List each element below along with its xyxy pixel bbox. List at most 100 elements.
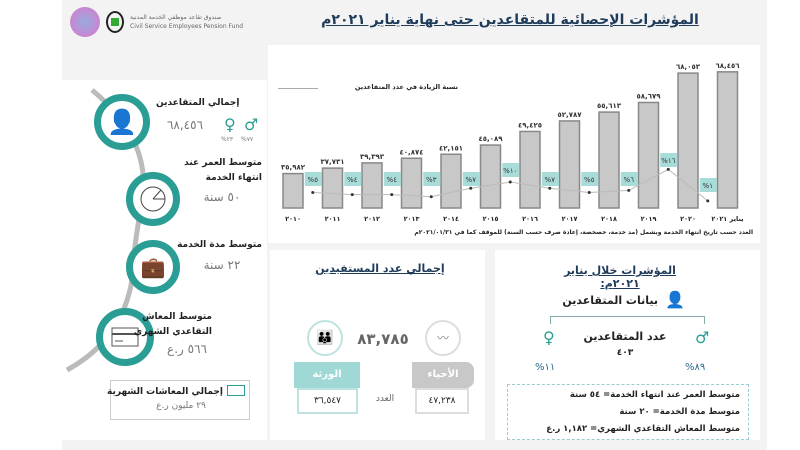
avg-service-value: ٢٢ سنة: [203, 258, 241, 272]
pct-label: %٤: [347, 176, 358, 184]
family-icon: 👪: [307, 320, 343, 356]
age-circle: [126, 172, 180, 226]
beneficiaries-total: ٨٣,٧٨٥: [357, 330, 409, 348]
logo: صندوق تقاعد موظفي الخدمة المدنية Civil Se…: [70, 4, 260, 40]
indicator-line: متوسط العمر عند انتهاء الخدمة= ٥٤ سنة: [569, 390, 740, 400]
count-label: العدد: [375, 394, 395, 404]
alive-label: الأحياء: [412, 362, 474, 388]
total-retirees-label: إجمالي المتقاعدين: [156, 98, 240, 108]
pct-label: %٧: [545, 176, 556, 184]
male-icon: ♂: [244, 115, 259, 134]
x-tick-label: ٢٠١٢: [364, 215, 380, 223]
heartbeat-icon: 〰: [425, 320, 461, 356]
count-label: عدد المتقاعدين: [583, 330, 667, 343]
legend-line-label: نسبة الزيادة في عدد المتقاعدين: [354, 83, 458, 91]
pct-label-bg: [581, 172, 599, 186]
retirees-chart-panel: ٣٥,٩٨٢ ٢٠١٠ ٣٧,٧٣١ ٢٠١١ ٣٩,٣٩٣ ٢٠١٢ ٤٠,٨٧٤ ٢٠١٣…: [268, 45, 760, 243]
bar-value-label: ٣٩,٣٩٣: [360, 153, 385, 161]
bar-value-label: ٤٠,٨٧٤: [399, 148, 423, 156]
retirees-bar-chart: ٣٥,٩٨٢ ٢٠١٠ ٣٧,٧٣١ ٢٠١١ ٣٩,٣٩٣ ٢٠١٢ ٤٠,٨٧٤ ٢٠١٣…: [281, 62, 744, 223]
indicator-line: متوسط المعاش التقاعدي الشهري= ١,١٨٢ ر.ع: [546, 424, 740, 434]
bar: [400, 157, 423, 209]
beneficiaries-panel: إجمالي عدد المستفيدين 👪 〰 ٨٣,٧٨٥ الورثة …: [270, 250, 485, 440]
alive-value: ٤٧,٢٣٨: [415, 388, 469, 414]
pct-label-bg: [699, 178, 717, 192]
pct-label: %١٦: [661, 157, 675, 165]
pct-label: %٥: [308, 176, 319, 184]
bar-value-label: ٦٨,٤٥٦: [715, 62, 740, 70]
avg-age-label-2: انتهاء الخدمة: [205, 173, 262, 183]
x-tick-label: ٢٠١٤: [443, 215, 459, 223]
logo-text-en: Civil Service Employees Pension Fund: [130, 23, 244, 30]
user-icon: 👤: [107, 108, 137, 136]
bar-value-label: ٥٨,٦٧٩: [636, 92, 661, 100]
x-tick-label: ٢٠٢٠: [680, 215, 696, 223]
line-point: [429, 195, 433, 199]
indicators-box: متوسط العمر عند انتهاء الخدمة= ٥٤ سنة مت…: [507, 384, 749, 440]
avg-pension-label: متوسط المعاش التقاعدي الشهري: [134, 310, 212, 340]
total-pensions-value: ٢٩ مليون ر.ع: [156, 401, 206, 411]
pct-label-bg: [462, 172, 480, 186]
briefcase-icon: 💼: [140, 255, 166, 279]
male-pct: %٧٧: [241, 136, 254, 143]
bar: [637, 101, 660, 209]
bar-value-label: ٦٨,٠٥٣: [676, 63, 701, 71]
bar-value-label: ٥٥,٦١٣: [597, 102, 622, 110]
line-point: [548, 186, 552, 190]
bracket: [550, 316, 705, 324]
line-point: [587, 191, 591, 194]
pct-label: %٤: [387, 176, 398, 184]
x-tick-label: ٢٠١٣: [404, 215, 420, 223]
bar: [282, 172, 304, 209]
heirs-label: الورثة: [294, 362, 360, 388]
bar: [519, 130, 541, 209]
pct-label-bg: [423, 172, 441, 186]
bar: [716, 71, 739, 209]
bar-value-label: ٥٢,٧٨٧: [557, 111, 582, 119]
bar: [558, 120, 581, 209]
total-pensions-label: إجمالي المعاشات الشهرية: [107, 387, 223, 397]
x-tick-label: ٢٠١٩: [641, 215, 657, 223]
line-point: [508, 180, 512, 184]
x-tick-label: ٢٠١٦: [522, 215, 538, 223]
bar: [598, 111, 620, 209]
legend-line-swatch: [278, 88, 318, 89]
bar-value-label: ٤٢,١٥١: [439, 144, 463, 152]
pct-label-bg: [344, 172, 362, 186]
x-tick-label: ٢٠١٥: [483, 215, 499, 223]
indicator-line: متوسط مدة الخدمة= ٢٠ سنة: [619, 407, 740, 417]
count-value: ٤٠٣: [616, 348, 634, 358]
user-icon: 👤: [665, 290, 685, 309]
x-tick-label: ٢٠١٠: [285, 215, 301, 223]
line-point: [627, 188, 631, 192]
bar-value-label: ٣٥,٩٨٢: [281, 164, 306, 172]
retirees-data-label: بيانات المتقاعدين: [562, 294, 658, 307]
pct-label-bg: [383, 172, 401, 186]
avg-service-label: متوسط مدة الخدمة: [177, 240, 262, 250]
female-icon: ♀: [543, 328, 555, 347]
avg-pension-value: ٥٦٦ ر.ع: [167, 342, 207, 356]
pct-label: %١٠: [503, 167, 517, 175]
avg-age-label-1: متوسط العمر عند: [184, 158, 262, 168]
heirs-value: ٣٦,٥٤٧: [297, 388, 358, 414]
x-tick-label: ٢٠١٨: [601, 215, 617, 223]
pct-label-bg: [660, 153, 678, 167]
january-indicators-panel: المؤشرات خلال يناير ٢٠٢١م: 👤 بيانات المت…: [495, 250, 760, 440]
retirees-circle: 👤: [94, 94, 150, 150]
pension-circle: [96, 308, 154, 366]
beneficiaries-title: إجمالي عدد المستفيدين: [315, 262, 445, 275]
x-tick-label: ٢٠١١: [325, 215, 341, 223]
total-retirees-value: ٦٨,٤٥٦: [166, 118, 204, 132]
female-pct: %١١: [535, 362, 556, 373]
chart-footnote: العدد حسب تاريخ انتهاء الخدمة ويشمل (مد …: [414, 229, 753, 236]
bar: [361, 162, 383, 209]
bar: [321, 167, 344, 209]
male-icon: ♂: [695, 328, 710, 347]
x-tick-label: يناير ٢٠٢١: [711, 215, 743, 223]
bar-value-label: ٤٥,٠٨٩: [478, 135, 503, 143]
line-point: [469, 186, 473, 190]
page-title: المؤشرات الإحصائية للمتقاعدين حتى نهاية …: [321, 12, 699, 28]
male-pct: %٨٩: [685, 362, 706, 373]
logo-mark: [70, 7, 100, 37]
line-point: [666, 167, 670, 171]
